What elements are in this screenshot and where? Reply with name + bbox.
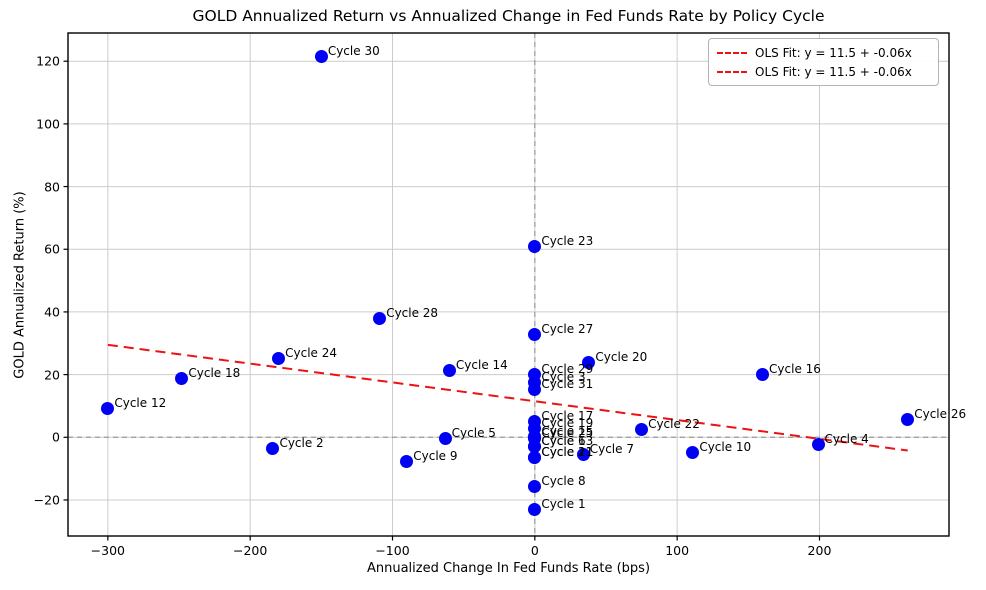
legend: OLS Fit: y = 11.5 + -0.06x OLS Fit: y = … <box>708 38 939 86</box>
legend-entry-label: OLS Fit: y = 11.5 + -0.06x <box>755 64 912 79</box>
legend-entry-label: OLS Fit: y = 11.5 + -0.06x <box>755 45 912 60</box>
ols-fit-line-sample-icon <box>717 51 747 54</box>
legend-entry: OLS Fit: y = 11.5 + -0.06x <box>717 43 930 62</box>
x-axis-label: Annualized Change In Fed Funds Rate (bps… <box>366 561 651 576</box>
chart-title: GOLD Annualized Return vs Annualized Cha… <box>192 7 825 25</box>
y-axis-label: GOLD Annualized Return (%) <box>12 191 28 379</box>
ols-fit-line-sample-icon <box>717 70 747 73</box>
legend-entry: OLS Fit: y = 11.5 + -0.06x <box>717 62 930 81</box>
